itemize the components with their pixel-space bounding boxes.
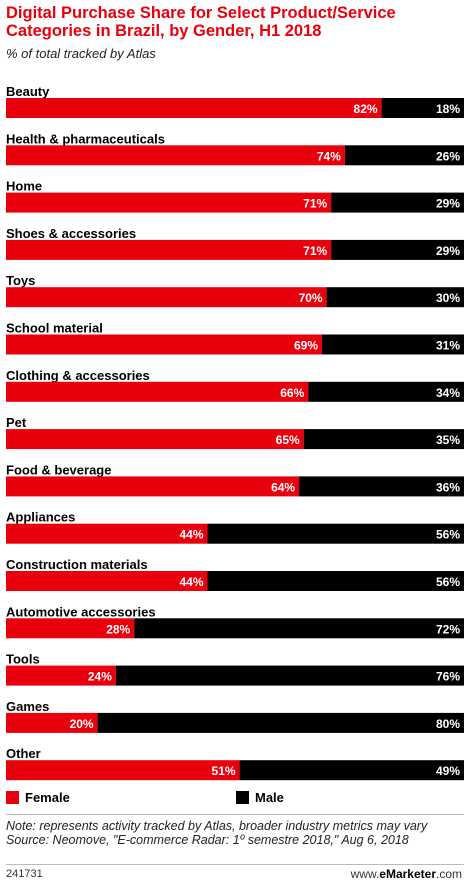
bar-segment-male — [331, 239, 464, 260]
category-label: Home — [6, 179, 42, 194]
bar-segment-male — [134, 618, 465, 639]
notes: Note: represents activity tracked by Atl… — [6, 819, 466, 847]
legend-male-swatch — [236, 790, 249, 804]
bar-segment-female — [6, 618, 135, 639]
data-label: 20% — [70, 717, 94, 731]
category-label: Beauty — [6, 84, 50, 99]
legend-female: Female — [6, 789, 70, 805]
bar-segment-male — [381, 98, 464, 118]
data-label: 66% — [280, 386, 304, 400]
bar-segment-male — [344, 145, 464, 166]
data-label: 76% — [436, 670, 460, 684]
data-label: 71% — [303, 244, 327, 258]
data-label: 65% — [276, 433, 300, 447]
chart-subtitle: % of total tracked by Atlas — [6, 46, 156, 61]
data-label: 34% — [436, 386, 460, 400]
bar-segment-female — [6, 381, 309, 402]
note-text: Note: represents activity tracked by Atl… — [6, 819, 428, 833]
brand-suffix: .com — [435, 867, 462, 881]
category-label: Shoes & accessories — [6, 226, 136, 241]
data-label: 64% — [271, 480, 295, 494]
brand-prefix: www. — [350, 867, 380, 881]
category-label: Automotive accessories — [6, 604, 156, 619]
stacked-bar-chart: Beauty 82% 18% Health & pharmaceuticals 74% 2… — [6, 84, 465, 781]
bar-segment-male — [303, 429, 464, 450]
data-label: 51% — [212, 764, 236, 778]
bar-segment-female — [6, 239, 332, 260]
data-label: 44% — [179, 575, 203, 589]
category-label: Health & pharmaceuticals — [6, 131, 165, 146]
category-label: School material — [6, 321, 103, 336]
bar-segment-male — [207, 571, 464, 591]
legend-male: Male — [236, 789, 284, 805]
category-label: Food & beverage — [6, 462, 111, 477]
category-label: Pet — [6, 415, 27, 430]
bar-segment-male — [308, 381, 464, 402]
bar-segment-female — [6, 98, 382, 118]
bar-segment-male — [322, 334, 464, 355]
bar-segment-male — [239, 760, 464, 781]
data-label: 24% — [88, 670, 112, 684]
data-label: 74% — [317, 149, 341, 163]
legend-female-swatch — [6, 790, 19, 804]
divider — [6, 864, 464, 865]
data-label: 28% — [106, 622, 130, 636]
data-label: 36% — [436, 480, 460, 494]
chart-title: Digital Purchase Share for Select Produc… — [6, 4, 396, 40]
data-label: 29% — [436, 244, 460, 258]
brand-name: eMarketer — [379, 867, 436, 881]
category-label: Appliances — [6, 510, 75, 525]
data-label: 44% — [179, 528, 203, 542]
category-label: Other — [6, 746, 41, 761]
bar-segment-female — [6, 523, 208, 544]
bar-segment-female — [6, 287, 327, 308]
data-label: 18% — [436, 102, 460, 116]
bar-segment-female — [6, 665, 116, 686]
data-label: 70% — [299, 291, 323, 305]
data-label: 71% — [303, 197, 327, 211]
bar-segment-female — [6, 429, 304, 450]
data-label: 80% — [436, 717, 460, 731]
category-label: Tools — [6, 652, 40, 667]
bar-segment-female — [6, 476, 300, 497]
legend-female-label: Female — [25, 789, 70, 805]
chart-id: 241731 — [6, 868, 43, 880]
bar-segment-male — [115, 665, 465, 686]
divider — [6, 814, 464, 815]
source-text: Source: Neomove, "E-commerce Radar: 1º s… — [6, 833, 409, 847]
bar-segment-male — [97, 712, 464, 733]
data-label: 49% — [436, 764, 460, 778]
category-label: Games — [6, 699, 49, 714]
bar-segment-female — [6, 192, 332, 213]
bar-segment-female — [6, 712, 98, 733]
bar-segment-female — [6, 334, 323, 355]
bar-segment-female — [6, 760, 240, 781]
data-label: 30% — [436, 291, 460, 305]
bar-segment-female — [6, 571, 208, 591]
category-label: Clothing & accessories — [6, 368, 150, 383]
bar-segment-male — [331, 192, 464, 213]
brand-link[interactable]: www.eMarketer.com — [351, 867, 462, 881]
legend-male-label: Male — [255, 789, 284, 805]
bar-segment-male — [207, 523, 464, 544]
bar-segment-female — [6, 145, 345, 166]
category-label: Toys — [6, 273, 35, 288]
data-label: 56% — [436, 575, 460, 589]
data-label: 26% — [436, 149, 460, 163]
data-label: 35% — [436, 433, 460, 447]
bar-segment-male — [326, 287, 464, 308]
data-label: 56% — [436, 528, 460, 542]
bar-segment-male — [299, 476, 464, 497]
data-label: 72% — [436, 622, 460, 636]
category-label: Construction materials — [6, 557, 148, 572]
data-label: 31% — [436, 339, 460, 353]
data-label: 69% — [294, 339, 318, 353]
data-label: 82% — [354, 102, 378, 116]
data-label: 29% — [436, 197, 460, 211]
